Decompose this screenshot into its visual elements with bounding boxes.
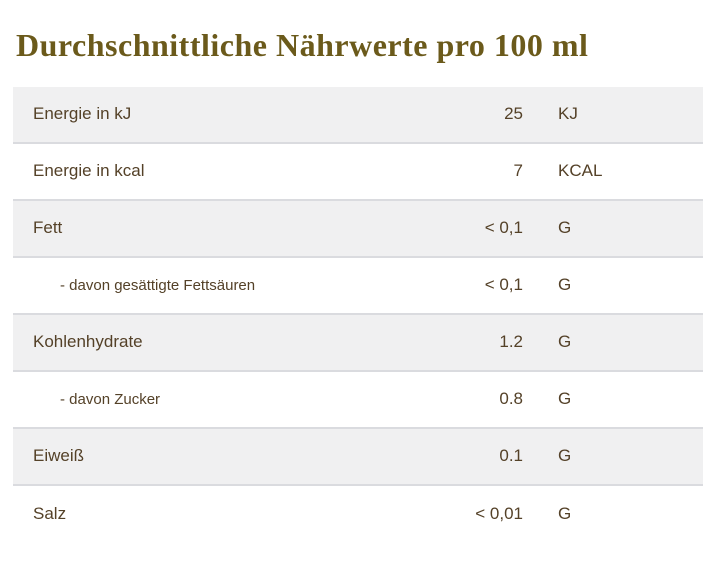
nutrient-unit: G bbox=[558, 218, 572, 238]
nutrient-label: Eiweiß bbox=[33, 446, 85, 466]
nutrient-label: Energie in kcal bbox=[33, 161, 145, 181]
table-row: Fett < 0,1 G bbox=[13, 200, 703, 258]
table-row: Energie in kJ 25 KJ bbox=[13, 86, 703, 144]
table-row: Energie in kcal 7 KCAL bbox=[13, 143, 703, 201]
nutrient-value: 25 bbox=[504, 104, 523, 124]
table-row: - davon gesättigte Fettsäuren < 0,1 G bbox=[13, 257, 703, 315]
nutrient-unit: KCAL bbox=[558, 161, 603, 181]
table-row: Salz < 0,01 G bbox=[13, 485, 703, 543]
nutrient-unit: G bbox=[558, 504, 572, 524]
nutrient-unit: KJ bbox=[558, 104, 578, 124]
nutrient-value: 7 bbox=[513, 161, 523, 181]
nutrient-unit: G bbox=[558, 332, 572, 352]
nutrient-unit: G bbox=[558, 389, 572, 409]
table-row: Eiweiß 0.1 G bbox=[13, 428, 703, 486]
nutrient-label: - davon Zucker bbox=[60, 390, 161, 408]
nutrition-facts-page: Durchschnittliche Nährwerte pro 100 ml E… bbox=[0, 27, 703, 584]
nutrient-value: < 0,01 bbox=[475, 504, 523, 524]
nutrient-unit: G bbox=[558, 446, 572, 466]
page-title: Durchschnittliche Nährwerte pro 100 ml bbox=[16, 27, 589, 63]
nutrient-label: Kohlenhydrate bbox=[33, 332, 143, 352]
table-row: - davon Zucker 0.8 G bbox=[13, 371, 703, 429]
nutrient-label: - davon gesättigte Fettsäuren bbox=[60, 276, 256, 294]
table-row: Kohlenhydrate 1.2 G bbox=[13, 314, 703, 372]
nutrient-label: Energie in kJ bbox=[33, 104, 132, 124]
nutrient-label: Salz bbox=[33, 504, 67, 524]
nutrient-value: 0.1 bbox=[499, 446, 523, 466]
nutrient-value: < 0,1 bbox=[484, 218, 523, 238]
nutrition-table: Energie in kJ 25 KJ Energie in kcal 7 KC… bbox=[13, 86, 703, 543]
nutrient-label: Fett bbox=[33, 218, 63, 238]
nutrient-value: 1.2 bbox=[499, 332, 523, 352]
nutrient-value: 0.8 bbox=[499, 389, 523, 409]
nutrient-unit: G bbox=[558, 275, 572, 295]
nutrient-value: < 0,1 bbox=[484, 275, 523, 295]
